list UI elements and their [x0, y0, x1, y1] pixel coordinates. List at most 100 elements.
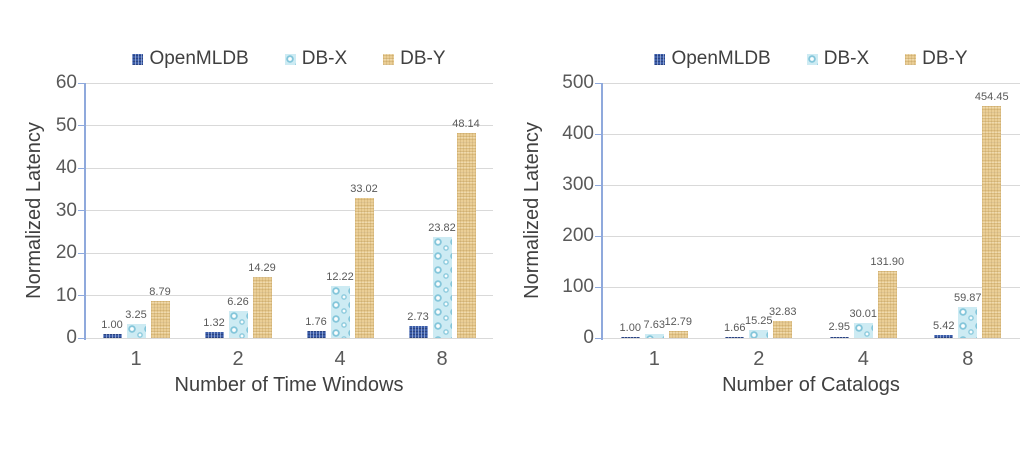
- y-tick-mark: [595, 337, 601, 339]
- legend-swatch-db-y: [905, 53, 917, 65]
- y-axis-line: [601, 83, 603, 340]
- bar-value-label: 1.76: [305, 315, 327, 328]
- bar-value-label: 48.14: [452, 118, 480, 131]
- plot-area: 1.00 3.25 8.79 1.32 6.26 14.29 1.76 12.22 33.02 2…: [78, 82, 493, 340]
- bar-value-label: 2.73: [407, 311, 429, 324]
- y-tick-mark: [595, 133, 601, 135]
- bar-value-label: 30.01: [849, 307, 878, 320]
- bar-db-y-x2: [773, 321, 793, 338]
- bar-value-label: 14.29: [248, 262, 276, 275]
- bar-db-x-x8: [432, 236, 452, 338]
- bar-openmldb-x1: [620, 337, 640, 338]
- bar-db-x-x8: [958, 307, 978, 338]
- bar-db-x-x4: [853, 322, 873, 338]
- legend-item-openmldb: OpenMLDB: [132, 48, 249, 70]
- legend-swatch-db-x: [806, 53, 818, 65]
- y-tick-label: 20: [55, 242, 77, 263]
- x-tick-label: 4: [857, 348, 869, 370]
- x-tick-label: 2: [232, 348, 244, 370]
- bar-value-label: 3.25: [125, 309, 147, 322]
- x-tick-label: 8: [436, 348, 448, 370]
- legend-swatch-openmldb: [654, 53, 666, 65]
- bar-db-y-x4: [877, 270, 897, 338]
- x-tick-label: 2: [753, 348, 765, 370]
- bar-openmldb-x1: [102, 333, 122, 338]
- legend-item-openmldb: OpenMLDB: [654, 48, 771, 70]
- y-tick-mark: [78, 82, 84, 84]
- bar-value-label: 12.79: [664, 316, 693, 329]
- legend-label: DB-Y: [922, 48, 968, 69]
- legend-label: OpenMLDB: [149, 48, 249, 69]
- bar-db-x-x1: [644, 334, 664, 338]
- y-tick-mark: [78, 210, 84, 211]
- legend-swatch-db-x: [284, 53, 296, 65]
- bar-db-y-x1: [150, 300, 170, 338]
- bar-value-label: 15.25: [744, 315, 773, 328]
- bar-openmldb-x2: [725, 337, 745, 338]
- y-tick-label: 0: [583, 327, 594, 348]
- y-tick-mark: [595, 286, 601, 288]
- gridline: [85, 295, 493, 296]
- gridline: [85, 167, 493, 169]
- legend-item-db-x: DB-X: [284, 48, 348, 70]
- bar-value-label: 33.02: [350, 182, 378, 195]
- y-tick-mark: [78, 125, 84, 126]
- gridline: [602, 184, 1020, 186]
- bar-openmldb-x4: [829, 336, 849, 338]
- x-tick-label: 8: [962, 348, 974, 370]
- y-tick-label: 60: [55, 72, 77, 93]
- bar-value-label: 23.82: [428, 221, 456, 234]
- legend-swatch-openmldb: [132, 53, 144, 65]
- y-tick-mark: [78, 167, 84, 169]
- plot-area: 1.00 7.63 12.79 1.66 15.25 32.83 2.95 30.01 131.…: [595, 82, 1020, 340]
- catalogs-latency-chart: OpenMLDB DB-X DB-Y Normalized Latency 1.00…: [512, 0, 1024, 449]
- y-tick-mark: [595, 235, 601, 237]
- bar-value-label: 1.32: [203, 317, 225, 330]
- bar-value-label: 454.45: [974, 91, 1009, 104]
- bar-value-label: 7.63: [643, 319, 665, 332]
- bar-value-label: 59.87: [953, 292, 982, 305]
- gridline: [602, 235, 1020, 237]
- x-tick-label: 4: [334, 348, 346, 370]
- legend: OpenMLDB DB-X DB-Y: [602, 48, 1020, 70]
- bar-db-x-x2: [749, 330, 769, 338]
- gridline: [602, 133, 1020, 135]
- bar-db-y-x1: [668, 331, 688, 338]
- bar-db-x-x1: [126, 324, 146, 338]
- bar-db-y-x8: [982, 106, 1002, 338]
- legend-item-db-x: DB-X: [806, 48, 869, 70]
- gridline: [85, 252, 493, 254]
- y-axis-title: Normalized Latency: [520, 121, 543, 299]
- x-axis-title: Number of Time Windows: [174, 374, 404, 396]
- gridline: [602, 337, 1020, 339]
- x-tick-label: 1: [130, 348, 142, 370]
- y-tick-mark: [595, 184, 601, 186]
- bar-db-x-x2: [228, 311, 248, 338]
- gridline: [85, 125, 493, 126]
- gridline: [602, 82, 1020, 84]
- gridline: [85, 210, 493, 211]
- bar-value-label: 8.79: [149, 285, 171, 298]
- bar-value-label: 1.00: [101, 318, 123, 331]
- y-tick-mark: [78, 252, 84, 254]
- bar-value-label: 32.83: [768, 306, 797, 319]
- y-axis-line: [84, 83, 86, 340]
- y-tick-label: 30: [55, 199, 77, 221]
- bar-value-label: 12.22: [326, 271, 354, 284]
- gridline: [602, 286, 1020, 288]
- bar-value-label: 5.42: [933, 320, 955, 333]
- gridline: [85, 82, 493, 84]
- legend-label: DB-X: [301, 48, 348, 69]
- bar-openmldb-x2: [204, 332, 224, 338]
- bar-db-y-x4: [354, 197, 374, 338]
- x-tick-label: 1: [648, 348, 660, 370]
- y-tick-label: 200: [562, 225, 594, 246]
- legend-label: DB-Y: [400, 48, 446, 69]
- bar-value-label: 6.26: [227, 296, 249, 309]
- y-tick-label: 400: [562, 123, 594, 144]
- bar-db-y-x2: [252, 277, 272, 338]
- legend-swatch-db-y: [383, 53, 395, 65]
- bar-openmldb-x8: [408, 326, 428, 338]
- bar-value-label: 1.66: [724, 322, 746, 334]
